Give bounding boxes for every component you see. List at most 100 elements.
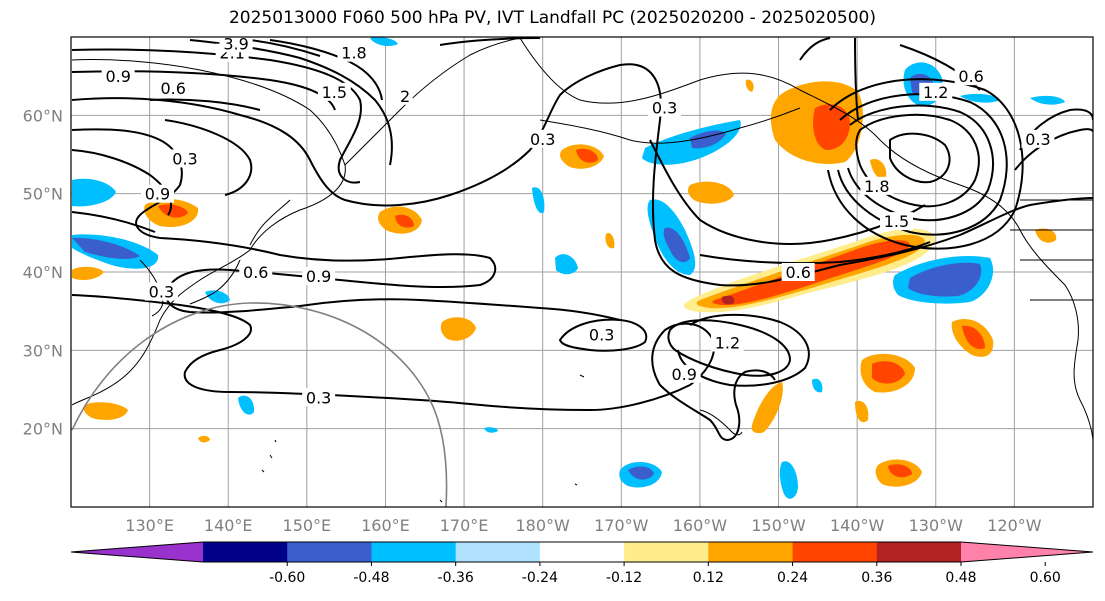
pv-contour	[855, 113, 980, 208]
pv-contour	[439, 37, 541, 46]
range-ring	[71, 302, 448, 507]
contour-label: 0.6	[958, 67, 983, 86]
contour-label: 0.3	[306, 388, 331, 407]
shade-blob	[779, 461, 798, 499]
colorbar-segment	[792, 542, 878, 562]
shade-blob	[745, 79, 754, 92]
lon-tick-label: 150°W	[751, 516, 806, 535]
pv-contour	[827, 78, 1024, 250]
pv-contour	[71, 294, 776, 442]
contour-label-bg	[781, 263, 815, 281]
contour-label-bg	[667, 364, 701, 383]
contour-label-bg	[317, 82, 351, 101]
shade-blob	[605, 232, 615, 249]
contour-label-bg	[954, 67, 988, 86]
contour-label: 0.9	[671, 365, 696, 384]
shade-blob	[870, 158, 887, 180]
contour-label: 0.6	[160, 79, 185, 98]
contour-label: 0.3	[530, 130, 555, 149]
colorbar-outline	[70, 541, 1094, 563]
lon-tick-label: 130°E	[125, 516, 174, 535]
colorbar-segment	[876, 542, 962, 562]
shade-blob	[908, 262, 982, 297]
colorbar-segment	[287, 542, 372, 562]
shade-blob	[813, 104, 850, 150]
contour-label-bg	[302, 266, 336, 285]
contour-label-bg	[156, 78, 190, 97]
shade-blob	[690, 130, 726, 149]
shade-blob	[1030, 95, 1065, 105]
shade-blob	[238, 395, 255, 415]
lon-tick-label: 160°E	[361, 516, 410, 535]
pv-contour	[847, 104, 994, 222]
lon-tick-label: 150°E	[283, 516, 332, 535]
pv-contour	[667, 319, 792, 377]
lon-tick-label: 140°W	[830, 516, 885, 535]
contour-label: 1.5	[322, 83, 347, 102]
contour-label-bg	[526, 129, 560, 148]
contour-label: 0.3	[172, 149, 197, 168]
colorbar-tick-label: -0.24	[522, 570, 558, 586]
shade-blob	[888, 464, 912, 478]
contour-label: 0.6	[785, 263, 810, 282]
contour-label: 2	[400, 87, 410, 106]
lon-tick-label: 130°W	[909, 516, 964, 535]
shade-blob	[395, 214, 414, 228]
pv-contour	[1014, 128, 1093, 171]
colorbar-tick-label: -0.36	[438, 570, 474, 586]
shade-blob	[663, 227, 690, 263]
pv-contour	[164, 119, 253, 196]
lon-tick-label: 160°W	[673, 516, 728, 535]
contour-label-bg	[219, 37, 253, 53]
contour-label-bg	[648, 98, 682, 117]
colorbar-tick-label: 0.12	[693, 570, 724, 586]
shade-blob	[812, 378, 823, 393]
pv-contour	[149, 98, 261, 111]
colorbar-tick-label: -0.48	[353, 570, 389, 586]
colorbar-segment	[455, 542, 541, 562]
colorbar-tick-label: -0.60	[269, 570, 305, 586]
lon-tick-label: 180°W	[516, 516, 571, 535]
pv-contours	[71, 37, 1093, 442]
colorbar-segment	[203, 542, 288, 562]
shade-blob	[72, 266, 104, 280]
shade-blob	[721, 295, 735, 305]
lat-tick-label: 60°N	[23, 106, 63, 125]
contour-label: 1.8	[864, 177, 889, 196]
coastline-kamchatka	[344, 37, 521, 166]
shade-blob	[158, 204, 188, 218]
lat-tick-label: 30°N	[23, 341, 63, 360]
shade-blob	[198, 435, 210, 443]
contour-label: 0.3	[652, 99, 677, 118]
colorbar: -0.60 -0.48 -0.36 -0.24 -0.12 0.12 0.24 0.36 0.4…	[70, 541, 1094, 586]
pv-contour	[558, 318, 648, 352]
contour-label-bg	[585, 325, 619, 344]
lon-tick-label: 120°W	[987, 516, 1042, 535]
pv-contour	[71, 128, 621, 321]
coastline-na-inland	[1010, 199, 1093, 301]
colorbar-tick-label: 0.48	[945, 570, 976, 586]
colorbar-segment	[539, 542, 625, 562]
shade-blob	[960, 93, 1000, 103]
shade-blob	[83, 402, 128, 420]
pv-contour	[799, 37, 831, 61]
shade-blob	[687, 181, 734, 204]
contour-label: 1.8	[341, 44, 366, 63]
contour-label-bg	[919, 82, 953, 101]
pv-contour	[71, 63, 1093, 287]
contour-label: 0.9	[105, 67, 130, 86]
map-frame	[70, 36, 1094, 508]
pv-contour	[71, 211, 156, 233]
colorbar-segment	[708, 542, 794, 562]
contour-label-bg	[860, 176, 894, 195]
shade-blob	[555, 254, 578, 275]
lon-tick-label: 170°W	[594, 516, 649, 535]
contour-label: 3.9	[223, 34, 248, 53]
contour-label: 1.2	[715, 334, 740, 353]
contour-label-bg	[101, 67, 135, 86]
shade-blob	[576, 148, 598, 163]
contour-label-bg	[144, 282, 178, 301]
lon-tick-label: 140°E	[204, 516, 253, 535]
contour-labels: 0.90.62.13.9 1.81.5 20.30.30.90.31.20.60.3…	[101, 34, 1055, 407]
lat-tick-label: 20°N	[23, 420, 63, 439]
